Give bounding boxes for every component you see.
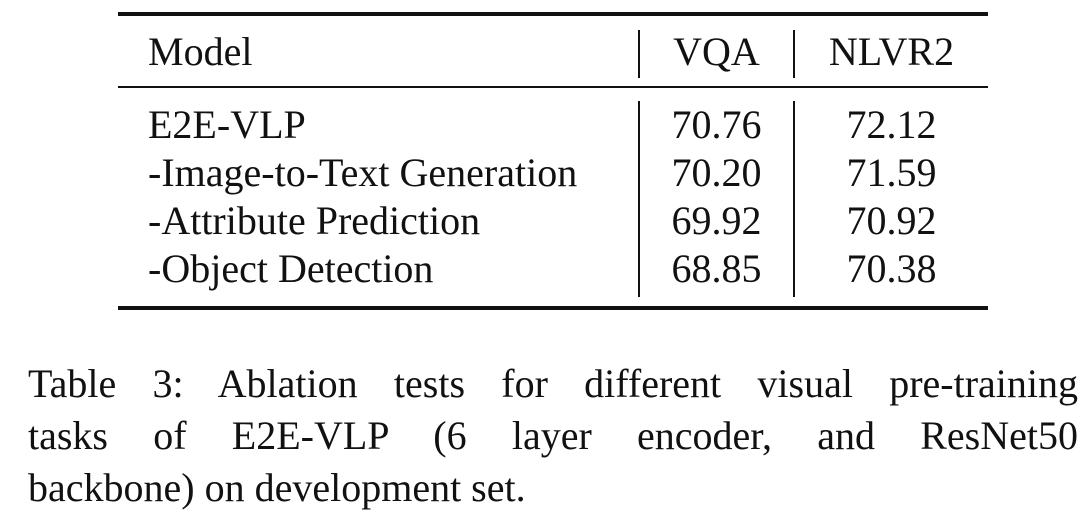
column-header-vqa: VQA [673, 29, 760, 74]
row-model-name: -Attribute Prediction [148, 198, 481, 243]
table-caption: Table 3: Ablation tests for different vi… [28, 358, 1078, 514]
column-header-model: Model [148, 29, 253, 74]
ablation-table: Model VQA NLVR2 E2E-VLP 70.76 72.12 -Ima… [118, 0, 988, 320]
caption-line: Table 3: Ablation tests for different vi… [28, 361, 1078, 406]
row-model-name: -Image-to-Text Generation [148, 150, 578, 195]
header-separator-model-vqa [638, 30, 640, 78]
row-nlvr2-score: 72.12 [846, 102, 937, 147]
row-vqa-score: 68.85 [671, 246, 762, 291]
row-vqa-score: 70.20 [671, 150, 762, 195]
caption-line: backbone) on development set. [28, 465, 526, 510]
caption-line: tasks of E2E-VLP (6 layer encoder, and R… [28, 413, 1078, 458]
row-vqa-score: 70.76 [671, 102, 762, 147]
row-nlvr2-score: 71.59 [846, 150, 937, 195]
header-separator-vqa-nlvr2 [793, 30, 795, 78]
row-vqa-score: 69.92 [671, 198, 762, 243]
row-model-name: -Object Detection [148, 246, 434, 291]
table-top-rule [118, 12, 988, 16]
row-nlvr2-score: 70.92 [846, 198, 937, 243]
row-nlvr2-score: 70.38 [846, 246, 937, 291]
table-bottom-rule [118, 306, 988, 310]
table-header-rule [118, 86, 988, 88]
body-separator-vqa-nlvr2 [793, 101, 795, 297]
body-separator-model-vqa [638, 101, 640, 297]
row-model-name: E2E-VLP [148, 102, 306, 147]
column-header-nlvr2: NLVR2 [828, 29, 955, 74]
